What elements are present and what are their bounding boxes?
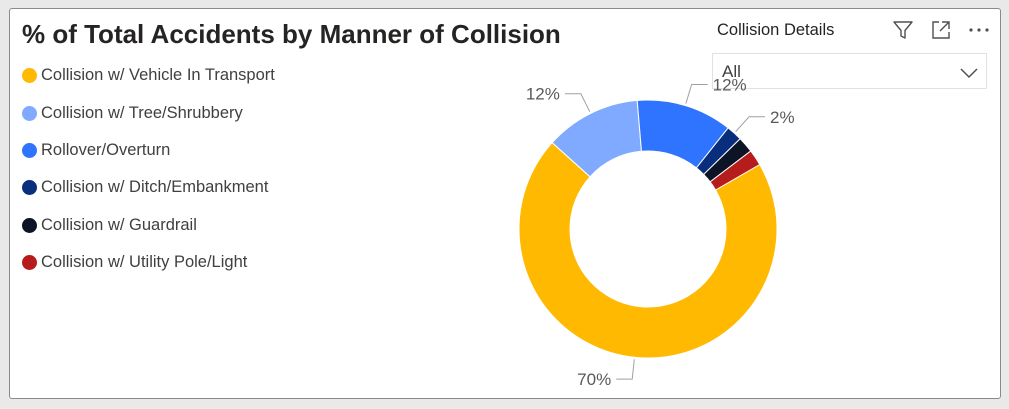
chart-title: % of Total Accidents by Manner of Collis… bbox=[22, 19, 561, 49]
legend-dot bbox=[22, 254, 37, 270]
legend-label: Collision w/ Tree/Shrubbery bbox=[41, 103, 243, 122]
legend-item-tree-shrubbery[interactable]: Collision w/ Tree/Shrubbery bbox=[22, 103, 243, 123]
visual-header-toolbar bbox=[890, 17, 992, 43]
collision-details-dropdown[interactable]: All bbox=[712, 53, 987, 89]
legend-item-guardrail[interactable]: Collision w/ Guardrail bbox=[22, 215, 197, 235]
slicer-label: Collision Details bbox=[717, 21, 835, 39]
legend-dot bbox=[22, 67, 37, 83]
chevron-down-icon bbox=[960, 66, 978, 84]
leader-line bbox=[735, 116, 766, 132]
leader-line bbox=[685, 83, 708, 104]
leader-line bbox=[564, 93, 591, 112]
leader-line bbox=[616, 359, 635, 380]
donut-slice[interactable] bbox=[518, 141, 778, 359]
legend-label: Collision w/ Vehicle In Transport bbox=[41, 65, 275, 84]
legend-item-vehicle-in-transport[interactable]: Collision w/ Vehicle In Transport bbox=[22, 65, 275, 85]
legend-dot bbox=[22, 105, 37, 121]
filter-icon[interactable] bbox=[890, 17, 916, 43]
legend-item-ditch-embankment[interactable]: Collision w/ Ditch/Embankment bbox=[22, 177, 268, 197]
focus-mode-icon[interactable] bbox=[928, 17, 954, 43]
donut-slice[interactable] bbox=[709, 150, 761, 191]
legend-item-rollover-overturn[interactable]: Rollover/Overturn bbox=[22, 140, 170, 160]
legend-label: Collision w/ Utility Pole/Light bbox=[41, 252, 248, 271]
legend-dot bbox=[22, 217, 37, 233]
more-options-icon[interactable] bbox=[966, 17, 992, 43]
data-label: 12% bbox=[526, 85, 560, 104]
legend-label: Collision w/ Guardrail bbox=[41, 215, 197, 234]
data-label: 12% bbox=[713, 75, 747, 94]
legend-dot bbox=[22, 142, 37, 158]
legend-item-utility-pole-light[interactable]: Collision w/ Utility Pole/Light bbox=[22, 252, 247, 272]
donut-chart: 70% 12% 12% 2% bbox=[518, 75, 795, 389]
legend-label: Rollover/Overturn bbox=[41, 140, 171, 159]
legend-dot bbox=[22, 179, 37, 195]
legend-label: Collision w/ Ditch/Embankment bbox=[41, 177, 269, 196]
data-label: 2% bbox=[770, 108, 795, 127]
dropdown-selected-value: All bbox=[722, 62, 741, 81]
visual-card: % of Total Accidents by Manner of Collis… bbox=[9, 8, 1001, 399]
data-label: 70% bbox=[577, 370, 611, 389]
